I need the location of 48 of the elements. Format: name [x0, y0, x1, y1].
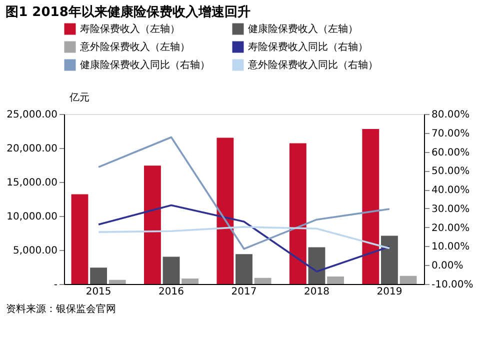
x-tick-label: 2017: [231, 286, 257, 298]
legend-label: 寿险保费收入（左轴）: [80, 23, 180, 35]
bar: [380, 236, 398, 284]
y2-tick-label: -10.00%: [432, 280, 474, 290]
y-tick-label: 10,000.00: [6, 212, 58, 222]
bar: [289, 143, 306, 284]
bar: [108, 280, 126, 284]
y2-tick-label: 40.00%: [432, 185, 470, 196]
x-tick-label: 2016: [158, 286, 184, 298]
y2-tick-label: 30.00%: [432, 204, 470, 215]
line-series: [98, 136, 390, 250]
y-axis-title: 亿元: [68, 92, 90, 104]
chart-title: 图1 2018年以来健康险保费收入增速回升: [6, 4, 250, 20]
bar: [90, 268, 108, 284]
line-series: [98, 204, 390, 272]
bar: [362, 128, 380, 284]
y2-tick-label: 50.00%: [432, 166, 470, 178]
legend-label: 健康险保费收入同比（右轴）: [80, 59, 210, 71]
y-tick-label: 5,000.00: [12, 246, 58, 256]
line-series: [98, 226, 390, 250]
legend-label: 意外险保费收入（左轴）: [79, 41, 190, 53]
y-tick-label: -: [54, 280, 58, 290]
bar: [162, 256, 180, 284]
bar: [308, 247, 326, 284]
legend-label: 健康险保费收入（左轴）: [248, 23, 358, 35]
y2-tick-label: 20.00%: [432, 222, 470, 234]
y-tick-label: 25,000.00: [6, 110, 58, 120]
y2-tick-label: 10.00%: [432, 242, 470, 253]
bar: [216, 138, 234, 284]
y2-tick-label: 80.00%: [432, 110, 470, 120]
legend-label: 意外险保费收入同比（右轴）: [247, 59, 378, 71]
bar: [327, 276, 344, 284]
y2-tick-label: 60.00%: [432, 147, 470, 158]
x-tick-label: 2015: [86, 286, 112, 298]
bar: [71, 194, 88, 284]
x-tick-label: 2019: [376, 286, 402, 298]
bar: [236, 254, 252, 284]
y2-tick-label: 70.00%: [432, 128, 470, 140]
bar: [254, 278, 272, 284]
y2-tick-label: 0.00%: [432, 260, 464, 272]
y-tick-label: 15,000.00: [6, 178, 58, 188]
text: 资料来源：银保监会官网: [6, 303, 116, 315]
bar: [400, 276, 417, 284]
legend-label: 寿险保费收入同比（右轴）: [248, 41, 368, 53]
x-tick-label: 2018: [304, 286, 330, 298]
bar: [144, 166, 161, 284]
bar: [182, 278, 199, 284]
y-tick-label: 20,000.00: [6, 144, 58, 154]
